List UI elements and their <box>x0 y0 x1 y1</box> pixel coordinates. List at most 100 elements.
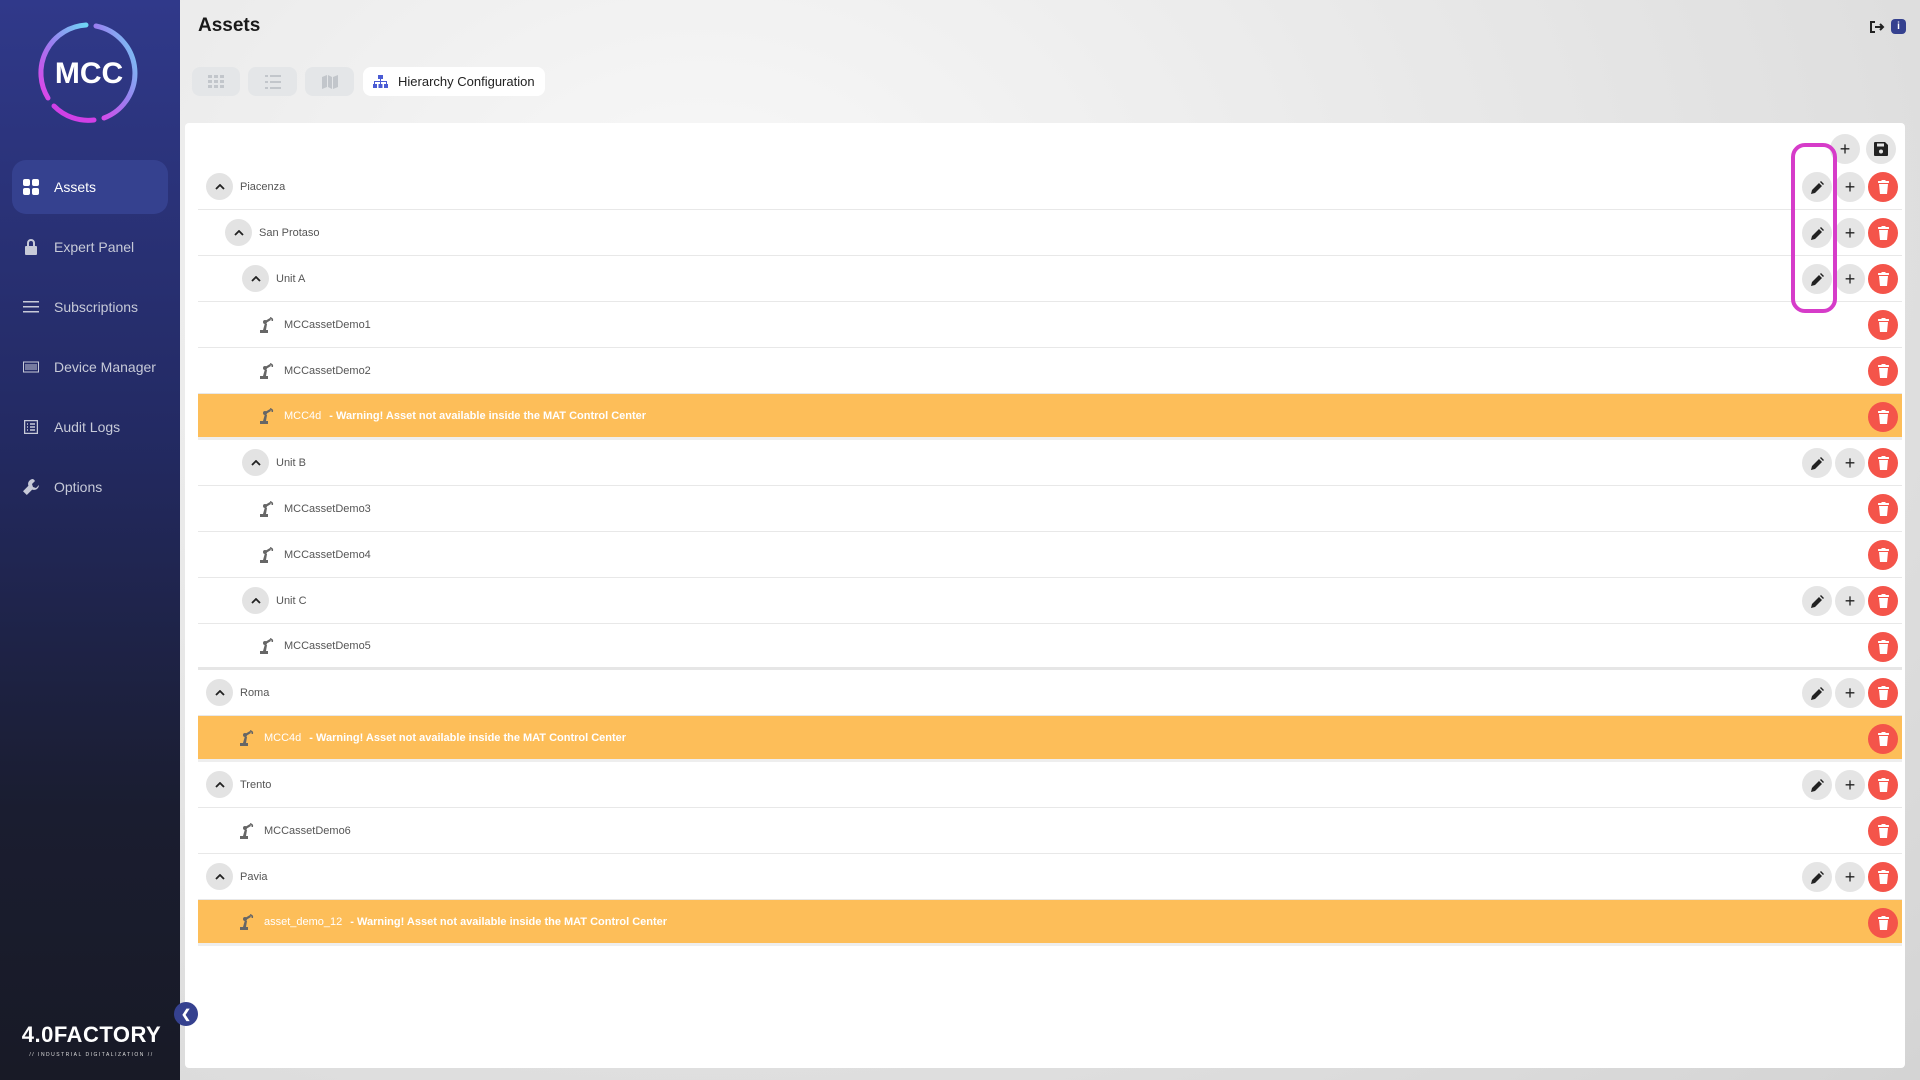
robot-arm-icon <box>260 407 274 424</box>
plus-icon: + <box>1844 452 1856 473</box>
tree-asset-row[interactable]: MCCassetDemo5 <box>198 624 1902 670</box>
delete-button[interactable] <box>1868 586 1898 616</box>
add-child-button[interactable]: + <box>1835 172 1865 202</box>
trash-icon <box>1877 410 1889 424</box>
add-child-button[interactable]: + <box>1835 862 1865 892</box>
chevron-up-icon <box>250 597 261 604</box>
tree-group-row[interactable]: Unit B + <box>198 440 1902 486</box>
delete-button[interactable] <box>1868 402 1898 432</box>
tree-item-label: MCC4d <box>264 731 302 744</box>
tree-asset-row-warning[interactable]: MCC4d - Warning! Asset not available insi… <box>198 394 1902 440</box>
edit-button[interactable] <box>1802 770 1832 800</box>
collapse-sidebar-button[interactable]: ❮ <box>174 1002 198 1026</box>
tree-asset-row[interactable]: MCCassetDemo3 <box>198 486 1902 532</box>
trash-icon <box>1877 824 1889 838</box>
collapse-toggle-button[interactable] <box>242 587 269 614</box>
info-icon[interactable]: i <box>1891 19 1906 34</box>
trash-icon <box>1877 364 1889 378</box>
save-button[interactable] <box>1866 134 1896 164</box>
delete-button[interactable] <box>1868 540 1898 570</box>
edit-button[interactable] <box>1802 586 1832 616</box>
chevron-up-icon <box>214 689 225 696</box>
pencil-icon <box>1810 686 1824 700</box>
collapse-toggle-button[interactable] <box>225 219 252 246</box>
collapse-toggle-button[interactable] <box>206 771 233 798</box>
edit-button[interactable] <box>1802 218 1832 248</box>
sidebar-item-subscriptions[interactable]: Subscriptions <box>12 280 168 334</box>
tree-group-row[interactable]: Trento + <box>198 762 1902 808</box>
tree-asset-row[interactable]: MCCassetDemo2 <box>198 348 1902 394</box>
sidebar-item-label: Device Manager <box>54 359 156 375</box>
robot-arm-icon <box>260 316 274 333</box>
trash-icon <box>1877 732 1889 746</box>
delete-button[interactable] <box>1868 632 1898 662</box>
collapse-toggle-button[interactable] <box>206 679 233 706</box>
delete-button[interactable] <box>1868 816 1898 846</box>
tree-group-row[interactable]: Unit A + <box>198 256 1902 302</box>
delete-button[interactable] <box>1868 678 1898 708</box>
robot-arm-icon <box>240 913 254 930</box>
delete-button[interactable] <box>1868 908 1898 938</box>
add-root-button[interactable]: + <box>1830 134 1860 164</box>
edit-button[interactable] <box>1802 678 1832 708</box>
robot-arm-icon <box>260 362 274 379</box>
add-child-button[interactable]: + <box>1835 218 1865 248</box>
delete-button[interactable] <box>1868 218 1898 248</box>
delete-button[interactable] <box>1868 448 1898 478</box>
plus-icon: + <box>1844 268 1856 289</box>
robot-arm-icon <box>260 500 274 517</box>
edit-button[interactable] <box>1802 172 1832 202</box>
tree-item-label: Piacenza <box>240 180 286 193</box>
tree-asset-row-warning[interactable]: MCC4d - Warning! Asset not available insi… <box>198 716 1902 762</box>
delete-button[interactable] <box>1868 862 1898 892</box>
pencil-icon <box>1810 272 1824 286</box>
tree-item-label: Trento <box>240 778 272 791</box>
add-child-button[interactable]: + <box>1835 586 1865 616</box>
plus-icon: + <box>1844 774 1856 795</box>
tab-grid-view[interactable] <box>192 67 240 96</box>
edit-button[interactable] <box>1802 862 1832 892</box>
delete-button[interactable] <box>1868 770 1898 800</box>
add-child-button[interactable]: + <box>1835 678 1865 708</box>
edit-button[interactable] <box>1802 264 1832 294</box>
tree-group-row[interactable]: Roma + <box>198 670 1902 716</box>
logout-icon[interactable] <box>1869 20 1885 34</box>
delete-button[interactable] <box>1868 172 1898 202</box>
tab-list-view[interactable] <box>248 67 297 96</box>
collapse-toggle-button[interactable] <box>242 265 269 292</box>
collapse-toggle-button[interactable] <box>242 449 269 476</box>
sidebar-item-assets[interactable]: Assets <box>12 160 168 214</box>
delete-button[interactable] <box>1868 356 1898 386</box>
sidebar-item-options[interactable]: Options <box>12 460 168 514</box>
sidebar-item-audit-logs[interactable]: Audit Logs <box>12 400 168 454</box>
collapse-toggle-button[interactable] <box>206 173 233 200</box>
tab-hierarchy-configuration[interactable]: Hierarchy Configuration <box>363 67 545 96</box>
robot-arm-icon <box>260 546 274 563</box>
tree-asset-row[interactable]: MCCassetDemo1 <box>198 302 1902 348</box>
add-child-button[interactable]: + <box>1835 770 1865 800</box>
tree-group-row[interactable]: San Protaso + <box>198 210 1902 256</box>
sidebar-item-device-manager[interactable]: Device Manager <box>12 340 168 394</box>
trash-icon <box>1877 548 1889 562</box>
hierarchy-panel: + Piacenza + San Protaso + Unit A + MCCassetDe… <box>185 123 1905 1068</box>
delete-button[interactable] <box>1868 494 1898 524</box>
tree-group-row[interactable]: Unit C + <box>198 578 1902 624</box>
add-child-button[interactable]: + <box>1835 264 1865 294</box>
tree-group-row[interactable]: Pavia + <box>198 854 1902 900</box>
delete-button[interactable] <box>1868 264 1898 294</box>
tab-map-view[interactable] <box>305 67 354 96</box>
sidebar-item-label: Subscriptions <box>54 299 139 315</box>
tree-asset-row-warning[interactable]: asset_demo_12 - Warning! Asset not availa… <box>198 900 1902 946</box>
trash-icon <box>1877 502 1889 516</box>
delete-button[interactable] <box>1868 310 1898 340</box>
edit-button[interactable] <box>1802 448 1832 478</box>
sidebar-item-label: Options <box>54 479 103 495</box>
tree-asset-row[interactable]: MCCassetDemo6 <box>198 808 1902 854</box>
add-child-button[interactable]: + <box>1835 448 1865 478</box>
plus-icon: + <box>1844 682 1856 703</box>
sidebar-item-expert-panel[interactable]: Expert Panel <box>12 220 168 274</box>
delete-button[interactable] <box>1868 724 1898 754</box>
tree-group-row[interactable]: Piacenza + <box>198 164 1902 210</box>
collapse-toggle-button[interactable] <box>206 863 233 890</box>
tree-asset-row[interactable]: MCCassetDemo4 <box>198 532 1902 578</box>
